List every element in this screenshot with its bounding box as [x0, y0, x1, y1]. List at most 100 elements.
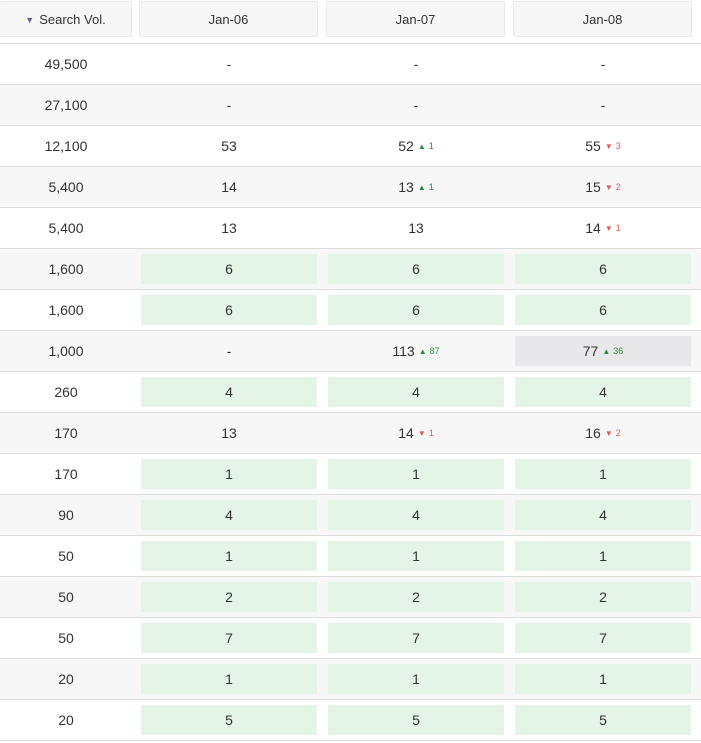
- search-vol-cell: 1,600: [48, 261, 84, 277]
- rank-cell: 6: [515, 254, 691, 284]
- column-header-jan-07[interactable]: Jan-07: [326, 1, 505, 37]
- rank-value: 7: [599, 630, 607, 646]
- triangle-down-icon: ▼: [604, 182, 613, 192]
- table-header: ▼ Search Vol. Jan-06 Jan-07 Jan-08: [0, 0, 701, 43]
- rank-change-value: 36: [613, 346, 624, 356]
- rank-cell: 6: [328, 254, 504, 284]
- triangle-down-icon: ▼: [417, 428, 426, 438]
- rank-cell: -: [141, 336, 317, 366]
- rank-value: 6: [412, 261, 420, 277]
- rank-value: 55: [585, 138, 601, 154]
- rank-change: ▲ 36: [602, 346, 623, 356]
- rank-value: -: [600, 97, 606, 113]
- search-vol-cell: 5,400: [48, 220, 84, 236]
- rank-value: 15: [585, 179, 601, 195]
- rank-change: ▲ 1: [418, 141, 434, 151]
- rank-value: 2: [599, 589, 607, 605]
- rank-value: 16: [585, 425, 601, 441]
- table-row: 50 7 7 7: [0, 618, 701, 659]
- rank-value: -: [413, 97, 419, 113]
- rank-value: 6: [225, 261, 233, 277]
- triangle-up-icon: ▲: [417, 182, 426, 192]
- rank-value: 5: [225, 712, 233, 728]
- search-vol-cell: 170: [54, 466, 78, 482]
- rank-change: ▼ 3: [605, 141, 621, 151]
- rank-cell: 1: [515, 664, 691, 694]
- triangle-up-icon: ▲: [417, 141, 426, 151]
- rank-cell: 1: [328, 459, 504, 489]
- rank-cell: 14 ▼ 1: [328, 418, 504, 448]
- search-vol-cell: 1,600: [48, 302, 84, 318]
- rank-cell: 4: [328, 377, 504, 407]
- column-header-label: Jan-06: [208, 11, 249, 27]
- rank-cell: -: [515, 49, 691, 79]
- rank-cell: 1: [141, 664, 317, 694]
- rank-cell: 4: [141, 500, 317, 530]
- search-vol-header-label: Search Vol.: [39, 11, 106, 27]
- rank-cell: 5: [328, 705, 504, 735]
- table-row: 170 1 1 1: [0, 454, 701, 495]
- search-vol-cell: 20: [58, 712, 74, 728]
- table-row: 20 1 1 1: [0, 659, 701, 700]
- column-header-label: Jan-07: [395, 11, 436, 27]
- table-row: 90 4 4 4: [0, 495, 701, 536]
- rank-change-value: 87: [429, 346, 440, 356]
- search-vol-cell: 90: [58, 507, 74, 523]
- search-vol-cell: 1,000: [48, 343, 84, 359]
- rank-value: 4: [412, 384, 420, 400]
- rank-cell: 14: [141, 172, 317, 202]
- rank-cell: 1: [328, 664, 504, 694]
- table-row: 1,000-113 ▲ 87 77 ▲ 36: [0, 331, 701, 372]
- triangle-down-icon: ▼: [604, 141, 613, 151]
- search-vol-cell: 49,500: [44, 56, 88, 72]
- rank-cell: 6: [141, 295, 317, 325]
- rank-value: 13: [221, 220, 237, 236]
- triangle-down-icon: ▼: [604, 428, 613, 438]
- rank-cell: 4: [141, 377, 317, 407]
- rank-value: -: [226, 343, 232, 359]
- rank-cell: -: [515, 90, 691, 120]
- table-row: 5,400 14 13 ▲ 1 15 ▼ 2: [0, 167, 701, 208]
- triangle-down-icon: ▼: [604, 223, 613, 233]
- rank-change-value: 1: [428, 141, 434, 151]
- rank-value: 52: [398, 138, 414, 154]
- column-header-jan-06[interactable]: Jan-06: [139, 1, 318, 37]
- rank-change-value: 2: [615, 428, 621, 438]
- rank-change-value: 2: [615, 182, 621, 192]
- table-row: 1,600 6 6 6: [0, 249, 701, 290]
- rank-cell: 7: [515, 623, 691, 653]
- table-row: 260 4 4 4: [0, 372, 701, 413]
- rank-value: 13: [398, 179, 414, 195]
- rank-cell: 77 ▲ 36: [515, 336, 691, 366]
- column-header-jan-08[interactable]: Jan-08: [513, 1, 692, 37]
- table-row: 50 2 2 2: [0, 577, 701, 618]
- rank-value: 14: [398, 425, 414, 441]
- rank-cell: 15 ▼ 2: [515, 172, 691, 202]
- rank-cell: 13: [141, 418, 317, 448]
- rank-change-value: 1: [428, 428, 434, 438]
- rank-cell: 13: [328, 213, 504, 243]
- rank-value: -: [226, 97, 232, 113]
- rank-cell: -: [328, 90, 504, 120]
- rank-value: 53: [221, 138, 237, 154]
- rank-value: 1: [225, 466, 233, 482]
- sort-desc-icon[interactable]: ▼: [25, 15, 35, 25]
- rank-cell: 16 ▼ 2: [515, 418, 691, 448]
- rank-value: 2: [225, 589, 233, 605]
- rank-value: 6: [225, 302, 233, 318]
- rank-value: 14: [585, 220, 601, 236]
- rank-value: 1: [225, 548, 233, 564]
- table-row: 27,100 - - -: [0, 85, 701, 126]
- rank-value: 5: [412, 712, 420, 728]
- rank-cell: 52 ▲ 1: [328, 131, 504, 161]
- rank-cell: 5: [515, 705, 691, 735]
- rank-value: 14: [221, 179, 237, 195]
- rank-cell: -: [141, 49, 317, 79]
- rank-change: ▼ 2: [605, 182, 621, 192]
- rank-value: 6: [412, 302, 420, 318]
- table-row: 50 1 1 1: [0, 536, 701, 577]
- search-vol-header[interactable]: ▼ Search Vol.: [0, 1, 132, 37]
- rank-change: ▲ 87: [419, 346, 440, 356]
- rank-value: 4: [412, 507, 420, 523]
- table-row: 1,600 6 6 6: [0, 290, 701, 331]
